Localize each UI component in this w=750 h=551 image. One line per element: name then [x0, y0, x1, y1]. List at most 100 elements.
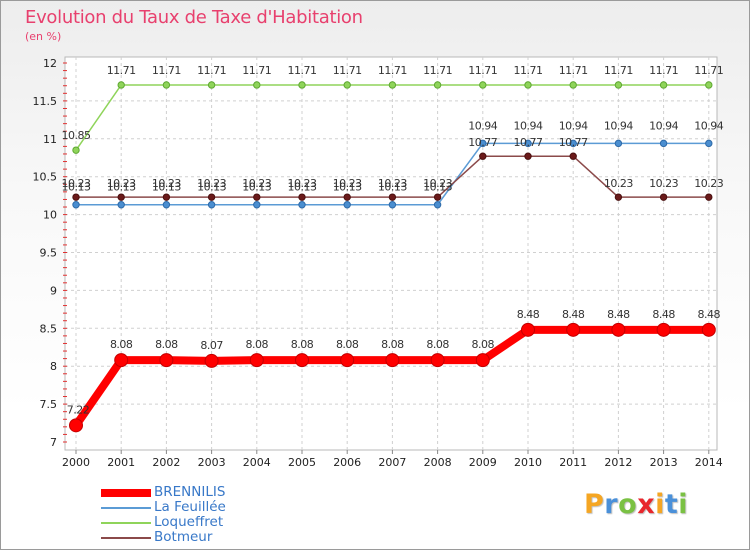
data-label: 11.71	[468, 64, 497, 77]
data-label: 8.48	[652, 308, 675, 321]
y-minor-ticks	[63, 62, 67, 443]
x-tick-label: 2000	[62, 456, 90, 469]
data-point	[253, 201, 261, 209]
data-point	[207, 201, 216, 209]
data-label: 10.94	[694, 119, 723, 132]
data-label: 10.13	[242, 181, 271, 194]
series-botmeur	[72, 152, 713, 201]
data-point	[705, 193, 713, 201]
logo-letter: t	[664, 489, 679, 520]
x-tick-label: 2008	[424, 456, 452, 469]
x-tick-label: 2011	[559, 456, 587, 469]
data-point	[433, 201, 442, 209]
data-point	[656, 322, 671, 337]
data-point	[479, 81, 487, 89]
data-label: 10.13	[288, 181, 317, 194]
data-point	[72, 201, 80, 209]
data-label: 10.23	[378, 177, 407, 190]
data-labels-botmeur: 10.23 10.23 10.23 10.23 10.23 10.23 10.23 10.23…	[62, 136, 725, 190]
data-point	[298, 201, 306, 209]
data-point	[253, 81, 261, 89]
y-tick-label: 11.5	[33, 95, 58, 108]
data-label: 10.23	[152, 177, 181, 190]
x-tick-label: 2010	[514, 456, 542, 469]
data-point	[614, 193, 623, 201]
data-label: 8.48	[607, 308, 630, 321]
y-tick-label: 7.5	[40, 398, 58, 411]
x-tick-label: 2001	[107, 456, 135, 469]
data-point	[162, 81, 171, 89]
logo-letter: r	[604, 489, 619, 520]
data-label: 8.08	[336, 338, 359, 351]
data-label: 10.94	[604, 119, 633, 132]
legend-swatch	[101, 537, 151, 539]
x-tick-label: 2003	[198, 456, 226, 469]
x-tick-label: 2012	[604, 456, 632, 469]
data-point	[433, 81, 442, 89]
legend-swatch	[101, 522, 151, 524]
data-point	[569, 81, 577, 89]
logo-letter: i	[678, 489, 689, 520]
data-label: 8.08	[110, 338, 133, 351]
data-point	[430, 353, 445, 368]
data-label: 8.08	[155, 338, 178, 351]
data-point	[343, 201, 351, 209]
data-point	[705, 139, 713, 148]
data-label: 11.71	[333, 64, 362, 77]
y-tick-label: 10.5	[33, 171, 58, 184]
data-point	[385, 353, 400, 368]
data-point	[388, 81, 397, 89]
data-label: 10.13	[107, 181, 136, 194]
x-tick-label: 2004	[243, 456, 271, 469]
data-point	[114, 353, 129, 368]
data-point	[388, 193, 397, 201]
data-label: 8.08	[472, 338, 495, 351]
data-label: 11.71	[152, 64, 181, 77]
data-label: 10.23	[649, 177, 678, 190]
data-label: 10.13	[423, 181, 452, 194]
y-tick-label: 9.5	[40, 247, 58, 260]
y-tick-label: 7	[50, 436, 57, 449]
data-label: 11.71	[423, 64, 452, 77]
data-labels-la-feuill-e: 10.13 10.13 10.13 10.13 10.13 10.13 10.13 10.13…	[62, 119, 725, 194]
data-label: 10.23	[604, 177, 633, 190]
data-label: 8.08	[426, 338, 449, 351]
x-tick-label: 2006	[333, 456, 361, 469]
legend-label: BRENNILIS	[154, 484, 226, 500]
data-label: 10.13	[197, 181, 226, 194]
data-label: 11.71	[378, 64, 407, 77]
data-label: 10.13	[333, 181, 362, 194]
data-point	[569, 139, 577, 148]
legend-swatch	[101, 489, 151, 497]
data-point	[569, 152, 577, 160]
data-point	[343, 193, 351, 201]
x-tick-label: 2007	[378, 456, 406, 469]
data-label: 8.48	[517, 308, 540, 321]
data-point	[117, 193, 125, 201]
data-label: 10.77	[468, 136, 497, 149]
data-point	[72, 193, 80, 201]
data-point	[249, 353, 264, 368]
data-label: 11.71	[288, 64, 317, 77]
data-point	[705, 81, 713, 89]
legend-label: La Feuillée	[154, 499, 226, 515]
data-point	[295, 353, 309, 368]
data-label: 10.94	[468, 119, 497, 132]
data-label: 10.23	[333, 177, 362, 190]
data-point	[162, 201, 171, 209]
y-tick-label: 8	[50, 360, 57, 373]
x-tick-label: 2013	[650, 456, 678, 469]
data-label: 10.23	[242, 177, 271, 190]
data-point	[388, 201, 397, 209]
data-label: 11.71	[197, 64, 226, 77]
data-label: 8.08	[246, 338, 269, 351]
data-point	[207, 193, 216, 201]
data-label: 8.08	[291, 338, 314, 351]
series-brennilis	[69, 322, 716, 433]
data-label: 11.71	[514, 64, 543, 77]
data-label: 10.94	[649, 119, 678, 132]
data-point	[524, 81, 532, 89]
series-la-feuill-e	[72, 139, 713, 209]
data-label: 10.13	[62, 181, 91, 194]
data-labels-loqueffret: 10.85 11.71 11.71 11.71 11.71 11.71 11.71 11.71…	[62, 64, 724, 142]
